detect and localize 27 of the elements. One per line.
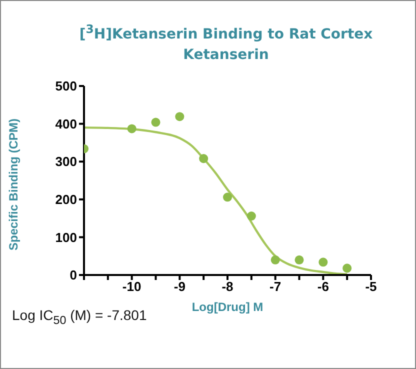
x-tick-label: -9 xyxy=(174,279,186,294)
text: Log IC$_{50}$ (M) = -7.801 xyxy=(12,307,147,327)
y-tick-label: 100 xyxy=(55,230,77,245)
y-tick-label: 0 xyxy=(70,268,77,283)
point xyxy=(318,258,328,267)
point xyxy=(175,112,184,122)
point xyxy=(151,118,160,127)
x-tick-label: -8 xyxy=(222,279,234,294)
x-tick-label: -5 xyxy=(365,279,377,294)
y-tick-label: 200 xyxy=(55,192,77,208)
x-tick-label: -7 xyxy=(270,279,282,294)
point xyxy=(199,154,208,164)
x-axis-title: Log[Drug] M xyxy=(192,300,264,314)
y-tick-label: 400 xyxy=(55,116,77,132)
y-axis-title: Specific Binding (CPM) xyxy=(6,118,20,250)
chart-title: [$^{3}$H]Ketanserin Binding to Rat Cortex xyxy=(78,21,374,45)
y-tick-label: 500 xyxy=(55,78,77,94)
point xyxy=(294,255,304,264)
chart-subtitle: Ketanserin xyxy=(182,46,270,65)
y-tick-label: 300 xyxy=(55,154,77,170)
point xyxy=(270,255,280,264)
point xyxy=(342,264,352,273)
x-tick-label: -6 xyxy=(317,279,329,294)
point xyxy=(222,192,232,202)
point xyxy=(127,124,136,134)
x-tick-label: -10 xyxy=(122,279,142,294)
point xyxy=(246,212,256,221)
